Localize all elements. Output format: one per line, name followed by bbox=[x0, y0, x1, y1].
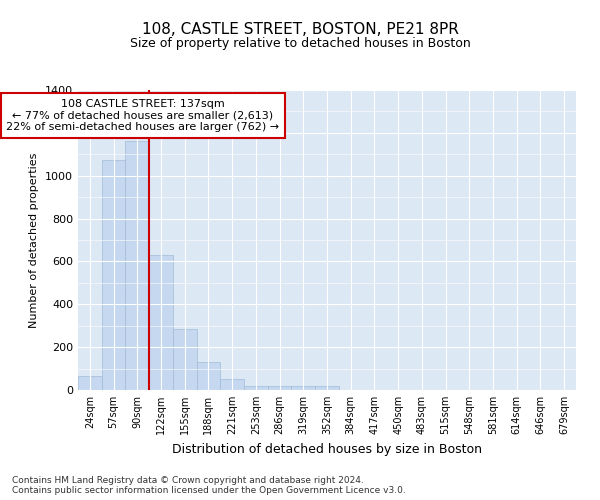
Bar bbox=[149, 255, 173, 390]
Y-axis label: Number of detached properties: Number of detached properties bbox=[29, 152, 40, 328]
Bar bbox=[220, 380, 244, 390]
Text: 108, CASTLE STREET, BOSTON, PE21 8PR: 108, CASTLE STREET, BOSTON, PE21 8PR bbox=[142, 22, 458, 38]
Bar bbox=[292, 386, 315, 390]
Bar bbox=[173, 329, 197, 390]
Text: Contains HM Land Registry data © Crown copyright and database right 2024.
Contai: Contains HM Land Registry data © Crown c… bbox=[12, 476, 406, 495]
Bar bbox=[197, 362, 220, 390]
Bar bbox=[244, 386, 268, 390]
Text: 108 CASTLE STREET: 137sqm
← 77% of detached houses are smaller (2,613)
22% of se: 108 CASTLE STREET: 137sqm ← 77% of detac… bbox=[6, 99, 280, 132]
Bar bbox=[125, 142, 149, 390]
Bar bbox=[78, 376, 102, 390]
Bar bbox=[268, 386, 292, 390]
Text: Size of property relative to detached houses in Boston: Size of property relative to detached ho… bbox=[130, 38, 470, 51]
Bar bbox=[315, 386, 339, 390]
Bar bbox=[102, 160, 125, 390]
X-axis label: Distribution of detached houses by size in Boston: Distribution of detached houses by size … bbox=[172, 442, 482, 456]
